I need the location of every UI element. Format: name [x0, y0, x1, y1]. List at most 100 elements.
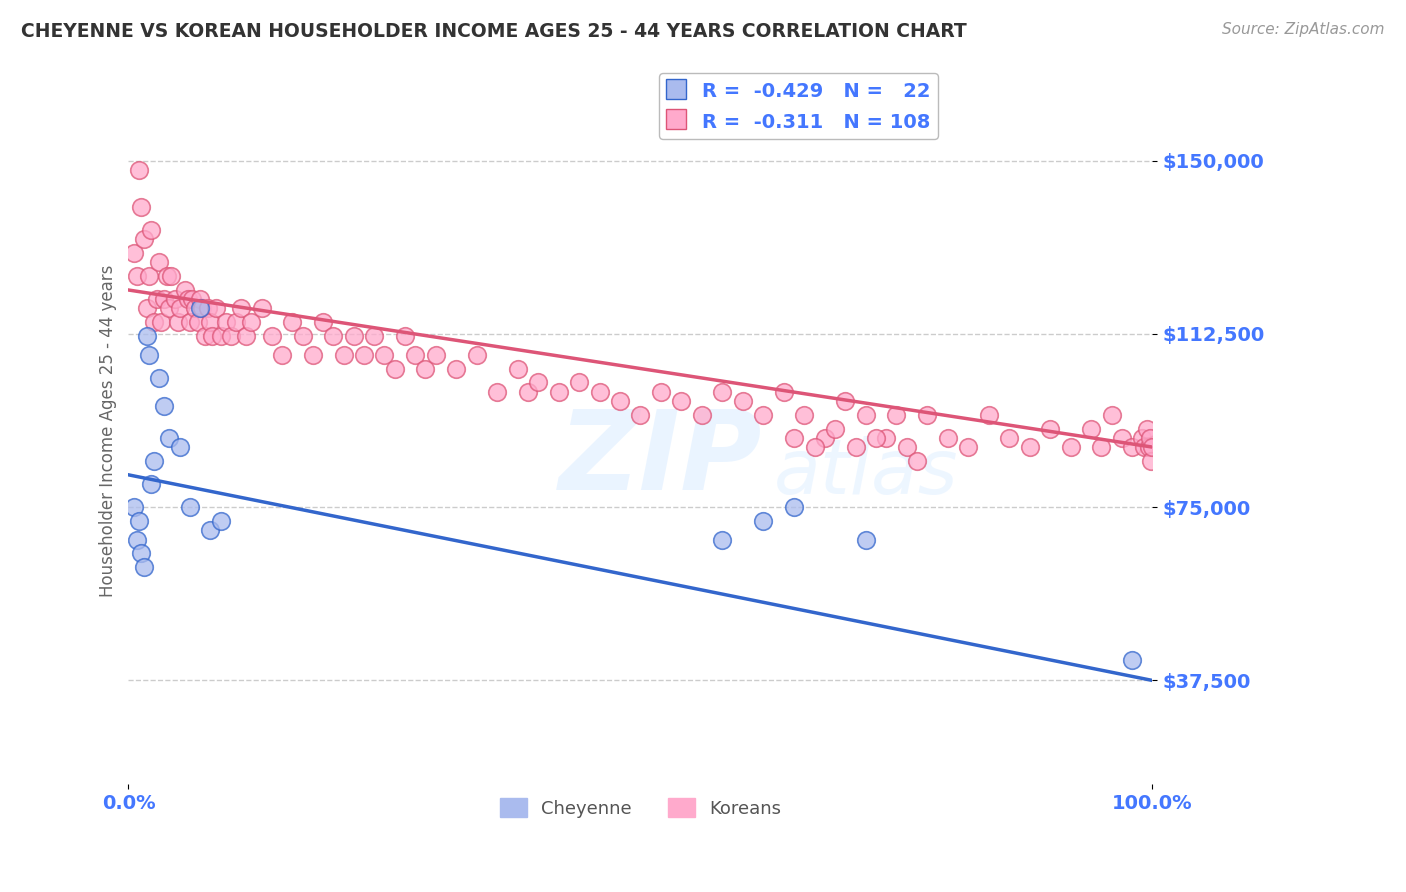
- Point: [1080, 422, 1102, 436]
- Point: [1136, 422, 1159, 436]
- Point: [148, 255, 170, 269]
- Point: [1111, 431, 1133, 445]
- Point: [146, 292, 169, 306]
- Legend: Cheyenne, Koreans: Cheyenne, Koreans: [492, 791, 789, 825]
- Point: [1090, 440, 1112, 454]
- Point: [384, 361, 406, 376]
- Point: [197, 301, 219, 316]
- Point: [135, 301, 157, 316]
- Point: [135, 329, 157, 343]
- Point: [343, 329, 366, 343]
- Point: [132, 560, 155, 574]
- Point: [1140, 454, 1163, 468]
- Point: [166, 315, 188, 329]
- Point: [200, 315, 222, 329]
- Point: [1142, 440, 1164, 454]
- Point: [1139, 431, 1161, 445]
- Point: [1018, 440, 1040, 454]
- Point: [240, 315, 263, 329]
- Point: [425, 348, 447, 362]
- Point: [690, 408, 713, 422]
- Point: [201, 329, 224, 343]
- Point: [516, 384, 538, 399]
- Point: [630, 408, 652, 422]
- Point: [179, 500, 201, 515]
- Point: [1101, 408, 1123, 422]
- Point: [160, 269, 183, 284]
- Point: [169, 440, 191, 454]
- Point: [219, 329, 242, 343]
- Point: [179, 315, 201, 329]
- Point: [191, 301, 214, 316]
- Point: [855, 408, 877, 422]
- Point: [204, 301, 226, 316]
- Point: [148, 371, 170, 385]
- Point: [886, 408, 908, 422]
- Point: [752, 408, 775, 422]
- Point: [184, 301, 207, 316]
- Point: [281, 315, 304, 329]
- Point: [150, 315, 173, 329]
- Point: [177, 292, 200, 306]
- Point: [353, 348, 375, 362]
- Point: [181, 292, 204, 306]
- Point: [1121, 440, 1143, 454]
- Text: atlas: atlas: [773, 436, 957, 510]
- Point: [404, 348, 426, 362]
- Point: [465, 348, 488, 362]
- Point: [229, 301, 252, 316]
- Point: [998, 431, 1021, 445]
- Point: [128, 514, 150, 528]
- Point: [824, 422, 846, 436]
- Y-axis label: Householder Income Ages 25 - 44 years: Householder Income Ages 25 - 44 years: [100, 265, 117, 597]
- Point: [444, 361, 467, 376]
- Point: [363, 329, 385, 343]
- Point: [129, 546, 152, 560]
- Point: [547, 384, 569, 399]
- Point: [373, 348, 395, 362]
- Point: [153, 292, 176, 306]
- Point: [977, 408, 1000, 422]
- Point: [711, 384, 734, 399]
- Point: [609, 393, 631, 408]
- Point: [143, 454, 166, 468]
- Point: [527, 376, 550, 390]
- Point: [731, 393, 754, 408]
- Point: [711, 533, 734, 547]
- Point: [905, 454, 928, 468]
- Point: [156, 269, 179, 284]
- Point: [143, 315, 166, 329]
- Point: [235, 329, 257, 343]
- Point: [875, 431, 897, 445]
- Point: [260, 329, 283, 343]
- Point: [225, 315, 247, 329]
- Point: [394, 329, 416, 343]
- Point: [671, 393, 693, 408]
- Point: [1059, 440, 1081, 454]
- Point: [896, 440, 918, 454]
- Point: [814, 431, 837, 445]
- Point: [332, 348, 354, 362]
- Point: [129, 200, 152, 214]
- Text: ZIP: ZIP: [558, 406, 762, 513]
- Point: [159, 301, 181, 316]
- Point: [200, 523, 222, 537]
- Point: [1121, 653, 1143, 667]
- Point: [209, 329, 232, 343]
- Point: [844, 440, 866, 454]
- Point: [834, 393, 856, 408]
- Point: [125, 533, 148, 547]
- Text: CHEYENNE VS KOREAN HOUSEHOLDER INCOME AGES 25 - 44 YEARS CORRELATION CHART: CHEYENNE VS KOREAN HOUSEHOLDER INCOME AG…: [21, 22, 967, 41]
- Point: [301, 348, 323, 362]
- Point: [772, 384, 794, 399]
- Point: [128, 162, 150, 177]
- Point: [173, 283, 195, 297]
- Point: [312, 315, 335, 329]
- Point: [122, 500, 145, 515]
- Point: [415, 361, 437, 376]
- Point: [188, 292, 211, 306]
- Point: [1133, 440, 1156, 454]
- Point: [187, 315, 209, 329]
- Point: [936, 431, 959, 445]
- Point: [752, 514, 775, 528]
